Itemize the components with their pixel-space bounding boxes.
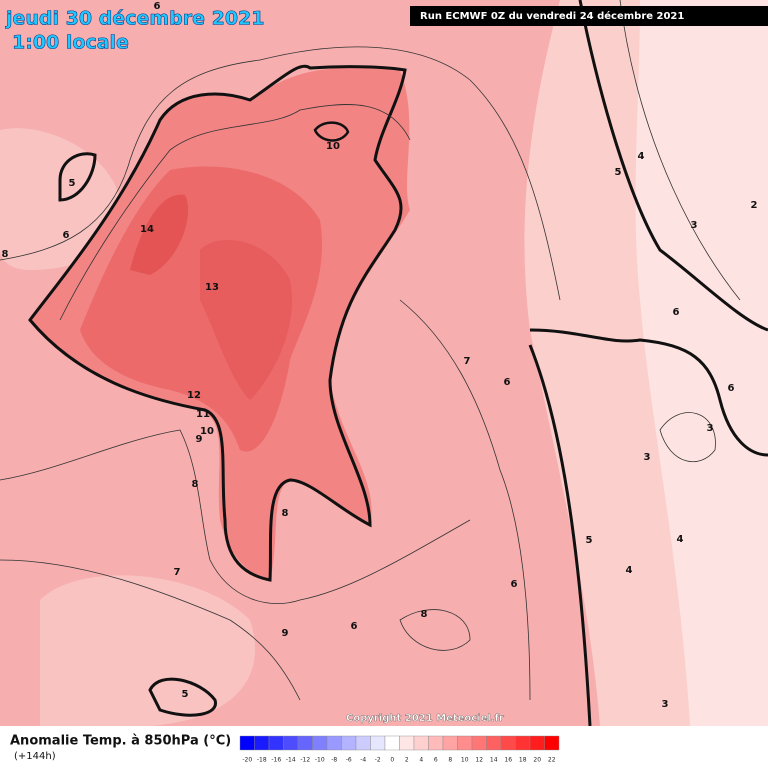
- contour-label: 6: [351, 621, 358, 632]
- thin-contours: [0, 0, 741, 701]
- scale-label: -4: [360, 757, 366, 764]
- scale-label: 18: [519, 757, 527, 764]
- contour-label: 3: [644, 452, 651, 463]
- contour-label: 5: [69, 178, 76, 189]
- contour-label: 6: [504, 377, 511, 388]
- contour-label: 8: [421, 609, 428, 620]
- scale-label: -8: [331, 757, 337, 764]
- scale-label: -18: [257, 757, 267, 764]
- scale-label: 2: [405, 757, 409, 764]
- contour-label: 5: [615, 167, 622, 178]
- scale-label: 10: [461, 757, 469, 764]
- scale-swatch: [355, 735, 371, 751]
- scale-label: 16: [504, 757, 512, 764]
- scale-swatch: [297, 735, 313, 751]
- contour-label: 7: [174, 567, 181, 578]
- scale-swatch: [529, 735, 545, 751]
- contour-label: 8: [2, 249, 9, 260]
- contour-label: 3: [662, 699, 669, 710]
- contour-label: 3: [707, 423, 714, 434]
- scale-label: -14: [286, 757, 296, 764]
- contour-label: 6: [154, 1, 161, 12]
- contour-label: 5: [586, 535, 593, 546]
- scale-label: 12: [475, 757, 483, 764]
- run-banner: [410, 6, 768, 26]
- scale-swatch: [384, 735, 400, 751]
- scale-swatch: [544, 735, 560, 751]
- contour-label: 2: [751, 200, 758, 211]
- contour-label: 10: [200, 426, 214, 437]
- scale-label: -20: [242, 757, 252, 764]
- contour-label: 11: [196, 409, 210, 420]
- contour-label: 4: [626, 565, 633, 576]
- contour-label: 7: [464, 356, 471, 367]
- contour-label: 8: [282, 508, 289, 519]
- scale-label: 4: [419, 757, 423, 764]
- scale-label: 6: [434, 757, 438, 764]
- contour-label: 3: [691, 220, 698, 231]
- scale-label: -6: [346, 757, 352, 764]
- scale-label: 0: [390, 757, 394, 764]
- contour-label: 10: [326, 141, 340, 152]
- time-label: 1:00 locale: [12, 32, 129, 54]
- scale-swatch: [370, 735, 386, 751]
- contour-label: 6: [511, 579, 518, 590]
- scale-swatch: [283, 735, 299, 751]
- warm-core: [130, 194, 189, 275]
- scale-swatch: [239, 735, 255, 751]
- scale-label: 20: [533, 757, 541, 764]
- contour-label: 13: [205, 282, 219, 293]
- main-contours: [28, 0, 768, 727]
- scale-swatch: [500, 735, 516, 751]
- scale-swatch: [428, 735, 444, 751]
- contour-label: 9: [196, 434, 203, 445]
- footer-lead: (+144h): [14, 751, 56, 762]
- scale-label: -16: [271, 757, 281, 764]
- contour-label: 8: [192, 479, 199, 490]
- scale-label: -12: [300, 757, 310, 764]
- contour-label: 6: [673, 307, 680, 318]
- contour-label: 6: [63, 230, 70, 241]
- color-scale: -20 -18 -16 -14 -12 -10 -8 -6 -4 -2 0 2 4 6 8 10 12 14 16 1…: [239, 735, 560, 764]
- scale-swatch: [486, 735, 502, 751]
- scale-swatch: [413, 735, 429, 751]
- scale-swatch: [457, 735, 473, 751]
- scale-swatch: [515, 735, 531, 751]
- run-label: Run ECMWF 0Z du vendredi 24 décembre 202…: [420, 10, 684, 22]
- contour-label: 4: [638, 151, 645, 162]
- scale-label: -10: [315, 757, 325, 764]
- contour-label: 4: [677, 534, 684, 545]
- scale-swatch: [341, 735, 357, 751]
- date-label: jeudi 30 décembre 2021: [5, 8, 265, 30]
- footer-title: Anomalie Temp. à 850hPa (°C): [10, 734, 231, 749]
- scale-swatch: [442, 735, 458, 751]
- scale-swatch: [312, 735, 328, 751]
- scale-label: 22: [548, 757, 556, 764]
- scale-swatch: [326, 735, 342, 751]
- scale-swatch: [268, 735, 284, 751]
- contour-island: [313, 121, 350, 142]
- contour-label: 5: [182, 689, 189, 700]
- scale-swatch: [399, 735, 415, 751]
- scale-label: 14: [490, 757, 498, 764]
- contour-label: 12: [187, 390, 201, 401]
- scale-swatch: [471, 735, 487, 751]
- scale-swatch: [254, 735, 270, 751]
- warm-core: [200, 240, 292, 400]
- contour-label: 6: [728, 383, 735, 394]
- scale-label: 8: [448, 757, 452, 764]
- contour-label: 14: [140, 224, 154, 235]
- copyright: Copyright 2021 Meteociel.fr: [346, 713, 504, 724]
- contour-label: 9: [282, 628, 289, 639]
- scale-label: -2: [375, 757, 381, 764]
